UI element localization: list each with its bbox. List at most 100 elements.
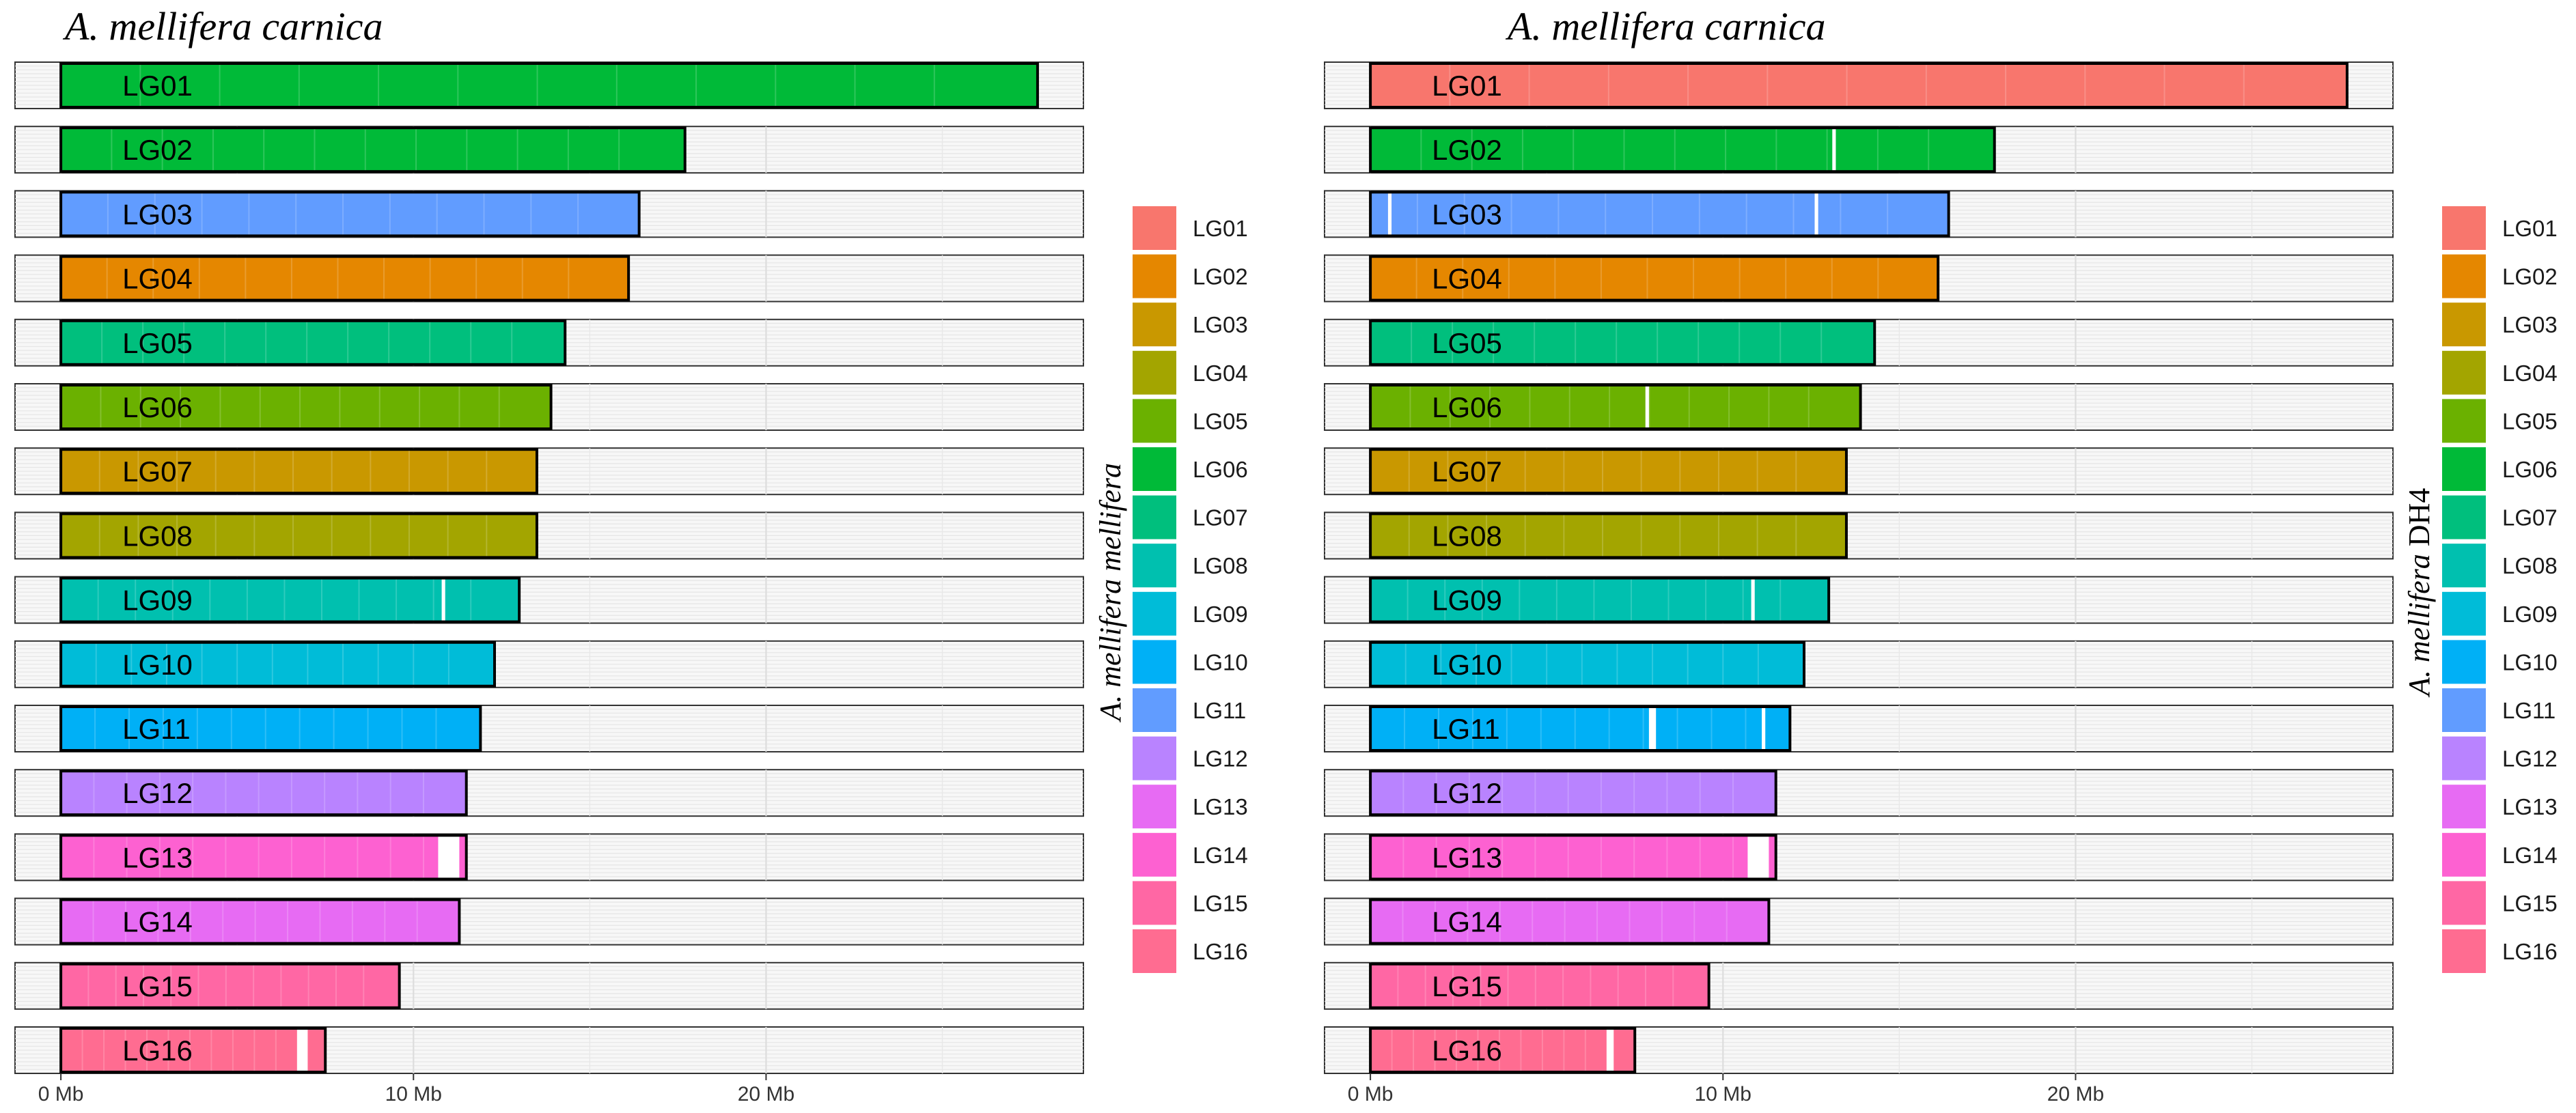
legend-label: LG10 bbox=[2502, 649, 2558, 675]
chromosome-outline bbox=[1369, 62, 2349, 109]
chromosome-bar-lg14 bbox=[61, 899, 460, 944]
facet-row-lg02: LG02 bbox=[14, 126, 1084, 174]
chromosome-outline bbox=[1369, 834, 1777, 881]
chromosome-label: LG03 bbox=[122, 198, 193, 230]
facet-row-lg14: LG14 bbox=[1324, 897, 2394, 946]
legend-swatch-lg05 bbox=[1133, 399, 1176, 443]
facet-row-lg12: LG12 bbox=[1324, 769, 2394, 817]
chromosome-outline bbox=[59, 962, 401, 1009]
facet-row-lg02: LG02 bbox=[1324, 126, 2394, 174]
legend-label: LG14 bbox=[1193, 843, 1248, 868]
chromosome-bar-lg05 bbox=[61, 320, 566, 365]
legend-swatch-lg01 bbox=[1133, 206, 1176, 250]
legend-swatch-lg03 bbox=[2442, 302, 2486, 347]
unaligned-gap bbox=[1648, 707, 1657, 750]
chromosome-bar-lg16 bbox=[1370, 1028, 1635, 1072]
chromosome-outline bbox=[59, 834, 468, 881]
chromosome-label: LG16 bbox=[122, 1034, 193, 1067]
chromosome-label: LG05 bbox=[1432, 327, 1502, 359]
legend-label: LG01 bbox=[1193, 216, 1248, 241]
chromosome-label: LG10 bbox=[1432, 649, 1502, 681]
chromosome-outline bbox=[59, 191, 641, 238]
legend-swatch-lg11 bbox=[2442, 688, 2486, 732]
facet-row-lg09: LG09 bbox=[1324, 576, 2394, 624]
facet-row-lg13: LG13 bbox=[14, 833, 1084, 882]
chromosome-bar-lg04 bbox=[1370, 256, 1939, 300]
legend-swatch-lg15 bbox=[1133, 881, 1176, 925]
legend-label: LG14 bbox=[2502, 843, 2558, 868]
facet-row-lg13: LG13 bbox=[1324, 833, 2394, 882]
chromosome-outline bbox=[1369, 962, 1711, 1009]
legend-swatch-lg04 bbox=[2442, 350, 2486, 395]
chromosome-outline bbox=[59, 62, 1039, 109]
legend-label: LG06 bbox=[1193, 457, 1248, 482]
legend-label: LG09 bbox=[1193, 602, 1248, 627]
legend-swatch-lg02 bbox=[1133, 254, 1176, 298]
facet-row-lg11: LG11 bbox=[14, 705, 1084, 752]
legend-title-species: A. mellifera bbox=[2402, 554, 2436, 698]
legend-swatch-lg08 bbox=[1133, 544, 1176, 588]
legend-swatch-lg06 bbox=[2442, 447, 2486, 491]
chromosome-bar-lg15 bbox=[1370, 963, 1709, 1008]
chromosome-label: LG08 bbox=[122, 520, 193, 552]
legend-swatch-lg16 bbox=[1133, 929, 1176, 973]
chromosome-outline bbox=[1369, 640, 1805, 688]
unaligned-gap bbox=[1747, 835, 1769, 879]
legend-title: A. mellifera mellifera bbox=[1094, 463, 1127, 723]
chromosome-label: LG08 bbox=[1432, 520, 1502, 552]
chromosome-outline bbox=[59, 705, 482, 752]
facet-row-lg16: LG16 bbox=[14, 1026, 1084, 1074]
legend-swatch-lg10 bbox=[1133, 640, 1176, 684]
chromosome-label: LG13 bbox=[1432, 841, 1502, 873]
facet-row-lg04: LG04 bbox=[14, 254, 1084, 302]
chromosome-outline bbox=[59, 576, 521, 623]
facet-row-lg10: LG10 bbox=[1324, 640, 2394, 688]
x-tick-label: 20 Mb bbox=[738, 1083, 794, 1105]
facet-row-lg08: LG08 bbox=[1324, 511, 2394, 560]
chromosome-outline bbox=[1369, 1027, 1637, 1073]
legend-label: LG11 bbox=[1193, 698, 1246, 723]
chromosome-outline bbox=[1369, 255, 1940, 302]
x-tick-label: 0 Mb bbox=[1348, 1083, 1394, 1105]
legend: LG01 LG02 LG03 LG04 LG05 LG06 LG07 LG08 LG09 LG10… bbox=[1133, 206, 1248, 973]
legend-label: LG03 bbox=[1193, 312, 1248, 337]
chromosome-label: LG03 bbox=[1432, 198, 1502, 230]
chromosome-outline bbox=[59, 384, 553, 430]
facet-row-lg15: LG15 bbox=[1324, 961, 2394, 1010]
chromosome-bar-lg15 bbox=[61, 963, 400, 1008]
legend-swatch-lg11 bbox=[1133, 688, 1176, 732]
facet-row-lg10: LG10 bbox=[14, 640, 1084, 688]
chromosome-label: LG06 bbox=[122, 391, 193, 423]
facet-row-lg08: LG08 bbox=[14, 511, 1084, 560]
chromosome-bar-lg07 bbox=[1370, 449, 1846, 494]
chromosome-label: LG12 bbox=[122, 777, 193, 809]
chromosome-outline bbox=[1369, 319, 1876, 366]
chromosome-bar-lg10 bbox=[1370, 642, 1804, 686]
legend-label: LG07 bbox=[1193, 505, 1248, 531]
chromosome-outline bbox=[1369, 126, 1996, 173]
chromosome-outline bbox=[1369, 576, 1831, 623]
chromosome-label: LG05 bbox=[122, 327, 193, 359]
facet-row-lg06: LG06 bbox=[1324, 383, 2394, 431]
chromosome-label: LG15 bbox=[122, 970, 193, 1002]
legend-label: LG04 bbox=[1193, 361, 1248, 386]
legend-title-strain: DH4 bbox=[2402, 488, 2436, 554]
chromosome-label: LG02 bbox=[122, 134, 193, 166]
chromosome-bar-lg08 bbox=[1370, 513, 1846, 558]
chromosome-label: LG09 bbox=[1432, 584, 1502, 617]
legend-label: LG05 bbox=[2502, 408, 2558, 434]
legend-swatch-lg09 bbox=[2442, 591, 2486, 636]
unaligned-gap bbox=[1606, 1028, 1614, 1072]
chromosome-bar-lg05 bbox=[1370, 320, 1875, 365]
chromosome-bar-lg13 bbox=[1370, 835, 1776, 879]
chromosome-bar-lg03 bbox=[1370, 192, 1949, 236]
legend-swatch-lg12 bbox=[1133, 736, 1176, 780]
legend-label: LG15 bbox=[1193, 890, 1248, 916]
legend-label: LG10 bbox=[1193, 649, 1248, 675]
legend-swatch-lg16 bbox=[2442, 929, 2486, 973]
chromosome-outline bbox=[1369, 705, 1792, 752]
legend-label: LG08 bbox=[2502, 553, 2558, 578]
facet-row-lg15: LG15 bbox=[14, 961, 1084, 1010]
legend-swatch-lg07 bbox=[1133, 495, 1176, 539]
legend-label: LG15 bbox=[2502, 890, 2558, 916]
